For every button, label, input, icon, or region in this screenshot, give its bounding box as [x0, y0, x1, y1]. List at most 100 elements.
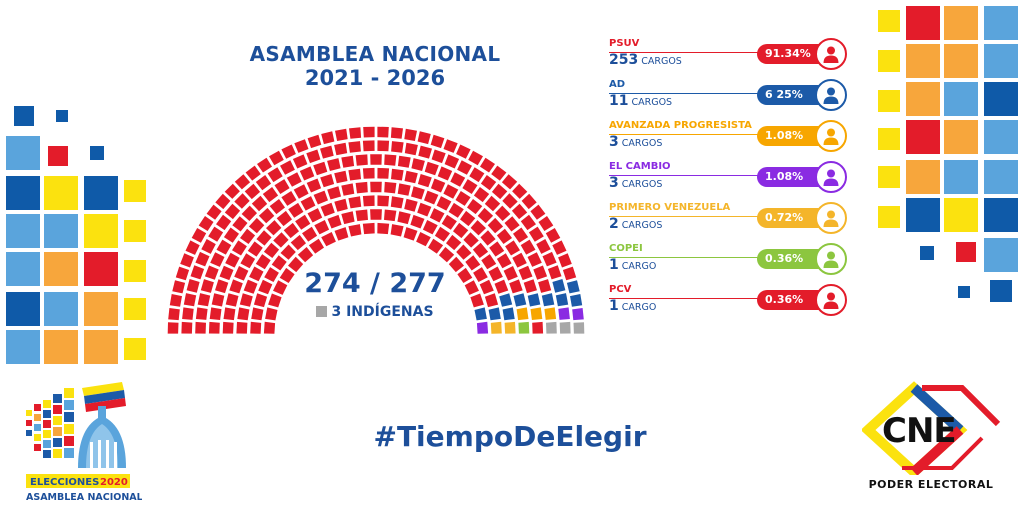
seat-psuv	[234, 174, 251, 190]
seat-psuv	[234, 266, 249, 281]
seat-psuv	[444, 154, 460, 169]
seat-psuv	[384, 154, 397, 166]
seat-psuv	[219, 265, 234, 281]
seat-psuv	[182, 307, 194, 320]
seat-psuv	[416, 232, 431, 247]
party-seat-label: CARGO	[621, 261, 657, 272]
seat-psuv	[453, 222, 469, 239]
seat-psuv	[404, 128, 417, 141]
mosaic-tile	[84, 292, 118, 326]
seat-psuv	[269, 150, 284, 166]
seat-psuv	[288, 202, 304, 218]
seat-ad	[552, 279, 566, 293]
seat-psuv	[505, 240, 520, 256]
seat-psuv	[215, 279, 229, 294]
seat-psuv	[450, 172, 466, 187]
seat-psuv	[362, 222, 375, 235]
mosaic-tile	[878, 50, 900, 72]
seat-psuv	[496, 228, 512, 244]
seat-psuv	[511, 203, 528, 220]
mosaic-tile	[124, 220, 146, 242]
mosaic-tile	[984, 6, 1018, 40]
seat-psuv	[268, 293, 282, 308]
seat-psuv	[314, 220, 330, 235]
logo-year-text: 2020	[100, 477, 128, 488]
seat-psuv	[370, 154, 382, 165]
seat-psuv	[255, 254, 271, 270]
seat-psuv	[377, 140, 390, 152]
seat-psuv	[481, 254, 497, 270]
seat-el-cambio	[572, 308, 584, 321]
party-row-psuv: PSUV 253 CARGOS 91.34%	[609, 38, 849, 76]
seat-psuv	[258, 279, 273, 295]
seat-psuv	[251, 195, 268, 212]
seat-psuv	[300, 196, 316, 211]
seat-psuv	[390, 196, 404, 209]
seat-psuv	[204, 265, 219, 280]
cne-subtitle: PODER ELECTORAL	[868, 478, 994, 491]
seat-psuv	[484, 195, 501, 212]
seat-psuv	[536, 239, 551, 254]
mosaic-tile	[48, 146, 68, 166]
seat-psuv	[307, 134, 322, 149]
seat-psuv	[462, 179, 478, 194]
seat-psuv	[306, 178, 322, 193]
party-divider	[609, 298, 769, 299]
seat-psuv	[327, 214, 342, 229]
seat-psuv	[247, 241, 263, 257]
party-name: AVANZADA PROGRESISTA	[609, 120, 752, 131]
seat-psuv	[390, 127, 403, 139]
mosaic-tile	[944, 6, 978, 40]
seat-psuv	[341, 183, 355, 196]
seat-psuv	[299, 166, 315, 181]
mosaic-tile	[44, 214, 78, 248]
seat-psuv	[480, 230, 496, 246]
seat-psuv	[225, 252, 240, 268]
mosaic-tile	[878, 90, 900, 112]
seat-psuv	[384, 181, 397, 194]
mosaic-tile	[6, 330, 40, 364]
seat-psuv	[313, 161, 328, 176]
seat-psuv	[281, 144, 296, 159]
party-seat-label: CARGOS	[641, 56, 682, 67]
mosaic-tile	[906, 120, 940, 154]
seat-psuv	[263, 321, 276, 334]
user-icon	[815, 161, 847, 193]
seat-psuv	[477, 207, 494, 224]
mosaic-tile	[958, 286, 970, 298]
mosaic-tile	[984, 160, 1018, 194]
seat-psuv	[243, 279, 258, 294]
seat-psuv	[538, 279, 552, 293]
seat-psuv	[334, 227, 349, 241]
seat-psuv	[293, 184, 309, 199]
mosaic-tile	[906, 160, 940, 194]
party-divider	[609, 134, 769, 135]
mosaic-tile	[906, 198, 940, 232]
seat-psuv	[436, 196, 452, 211]
seat-primero-venezuela	[490, 321, 502, 334]
party-row-ad: AD 11 CARGOS 6 25%	[609, 79, 849, 117]
seat-psuv	[240, 228, 256, 244]
mosaic-tile	[984, 44, 1018, 78]
seat-psuv	[223, 307, 236, 321]
seat-psuv	[496, 253, 512, 269]
seat-indigena	[546, 321, 557, 334]
mosaic-tile	[6, 176, 40, 210]
party-percent: 1.08%	[757, 167, 829, 187]
mosaic-tile	[44, 176, 78, 210]
seat-pcv	[532, 321, 544, 334]
seat-psuv	[224, 183, 240, 199]
seat-psuv	[558, 253, 572, 268]
hemicycle-chart	[167, 126, 585, 334]
seat-psuv	[473, 187, 490, 203]
mosaic-tile	[944, 120, 978, 154]
mosaic-tile	[984, 120, 1018, 154]
seat-psuv	[313, 190, 328, 205]
mosaic-tile	[124, 338, 146, 360]
seat-psuv	[181, 321, 193, 334]
seat-psuv	[362, 195, 375, 207]
seat-psuv	[334, 170, 348, 184]
seat-psuv	[391, 141, 404, 153]
seat-psuv	[334, 142, 348, 156]
seat-psuv	[403, 227, 418, 241]
